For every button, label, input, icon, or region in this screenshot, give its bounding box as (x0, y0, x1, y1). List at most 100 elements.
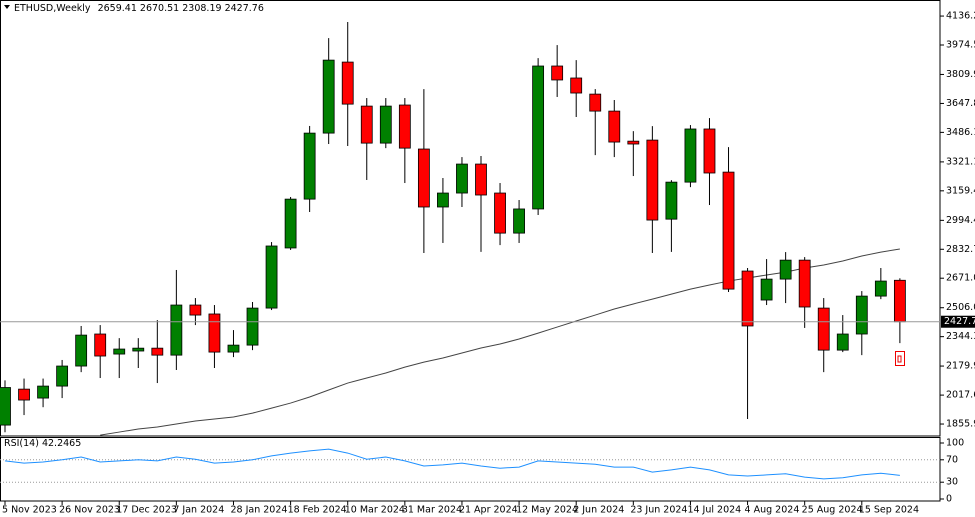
price-tag-label: 2427.76 (944, 316, 975, 327)
candle-body (760, 278, 773, 301)
close-value: 2427.76 (225, 3, 264, 14)
candle-body (646, 139, 659, 221)
candle-body (417, 148, 430, 208)
alert-glyph (897, 355, 902, 363)
y-tick-label: 3647.80 (946, 98, 975, 109)
candle-body (37, 385, 49, 399)
candle-body (779, 259, 792, 280)
open-value: 2659.41 (98, 3, 137, 14)
main-pane (0, 0, 941, 437)
y-tick-label: 30 (946, 477, 958, 488)
rsi-name: RSI(14) (4, 438, 39, 449)
main-plot (0, 22, 940, 436)
candle-body (817, 307, 830, 351)
high-value: 2670.51 (140, 3, 179, 14)
axes: 1855.90 2017.60 2179.90 2344.30 2506.00 2671.… (2, 11, 975, 516)
y-tick-label: 2344.30 (946, 331, 975, 342)
candle-body (360, 105, 373, 144)
candle-body (437, 192, 449, 208)
y-tick-label: 2179.90 (946, 361, 975, 372)
x-tick-label: 28 Jan 2024 (230, 505, 287, 516)
x-tick-label: 12 May 2024 (516, 505, 578, 516)
x-tick-label: 2 Jun 2024 (573, 505, 624, 516)
menu-arrow (4, 5, 10, 9)
candle-body (513, 208, 525, 234)
candle-body (341, 61, 354, 105)
x-tick-label: 17 Dec 2023 (116, 505, 177, 516)
candle-body (246, 307, 259, 346)
x-tick-label: 21 Apr 2024 (459, 505, 518, 516)
rsi-value: 42.2465 (42, 438, 81, 449)
candle-body (284, 198, 297, 249)
low-value: 2308.19 (182, 3, 221, 14)
candle-body (151, 347, 164, 356)
candle-body (627, 140, 640, 145)
header: ETHUSD,Weekly 2659.41 2670.51 2308.19 24… (14, 3, 264, 14)
candle-body (379, 105, 392, 144)
y-tick-label: 1855.90 (946, 419, 975, 430)
candle-body (836, 333, 849, 351)
candle-body (855, 295, 868, 335)
candle-body (189, 304, 202, 316)
candle-body (75, 334, 88, 367)
y-tick-label: 2506.00 (946, 302, 975, 313)
candle-body (398, 104, 411, 149)
candle-body (113, 348, 126, 355)
y-tick-label: 3486.10 (946, 127, 975, 138)
candle-body (874, 280, 887, 297)
candle-body (494, 192, 506, 234)
rsi-line (4, 448, 900, 480)
y-tick-label: 2671.00 (946, 273, 975, 284)
rsi-plot (0, 448, 940, 483)
candle-body (798, 259, 811, 308)
candle-body (684, 128, 697, 183)
candle-body (132, 347, 145, 352)
candle-body (322, 59, 335, 134)
candle-body (56, 365, 69, 387)
y-tick-label: 3321.10 (946, 156, 975, 167)
candle-body (570, 77, 583, 94)
candle-body (893, 279, 906, 323)
rsi-header: RSI(14) 42.2465 (4, 438, 81, 449)
y-tick-label: 70 (946, 454, 958, 465)
x-tick-label: 5 Nov 2023 (2, 505, 57, 516)
candle-body (18, 388, 30, 401)
y-tick-label: 2017.60 (946, 390, 975, 401)
candle-body (551, 65, 564, 81)
y-tick-label: 3809.90 (946, 69, 975, 80)
y-tick-label: 4136.20 (946, 11, 975, 22)
y-tick-label: 2832.70 (946, 244, 975, 255)
symbol: ETHUSD,Weekly (14, 3, 91, 14)
alert-icon[interactable] (895, 351, 905, 366)
candle-body (741, 270, 754, 327)
y-tick-label: 3159.40 (946, 185, 975, 196)
x-tick-label: 18 Feb 2024 (288, 505, 347, 516)
x-tick-label: 26 Nov 2023 (59, 505, 120, 516)
candle-body (0, 387, 11, 426)
x-tick-label: 4 Aug 2024 (745, 505, 800, 516)
x-tick-label: 7 Jan 2024 (173, 505, 224, 516)
candle-body (227, 344, 240, 353)
candle-body (208, 313, 221, 353)
x-tick-label: 14 Jul 2024 (687, 505, 741, 516)
y-tick-label: 100 (946, 438, 964, 449)
candle-body (475, 163, 487, 196)
x-tick-label: 15 Sep 2024 (859, 505, 919, 516)
candle-body (94, 333, 107, 357)
candle-body (456, 163, 468, 194)
candle-body (665, 181, 678, 220)
candle-body (608, 110, 621, 143)
y-tick-label: 3974.50 (946, 39, 975, 50)
candle-body (703, 128, 716, 174)
candle-body (532, 65, 545, 210)
candle-body (303, 132, 316, 200)
x-tick-label: 31 Mar 2024 (402, 505, 462, 516)
x-tick-label: 25 Aug 2024 (802, 505, 863, 516)
x-tick-label: 10 Mar 2024 (345, 505, 405, 516)
candle-body (589, 93, 602, 112)
y-tick-label: 0 (946, 494, 952, 505)
rsi-pane (0, 437, 941, 502)
candle-body (170, 304, 183, 356)
candle-body (722, 171, 735, 290)
